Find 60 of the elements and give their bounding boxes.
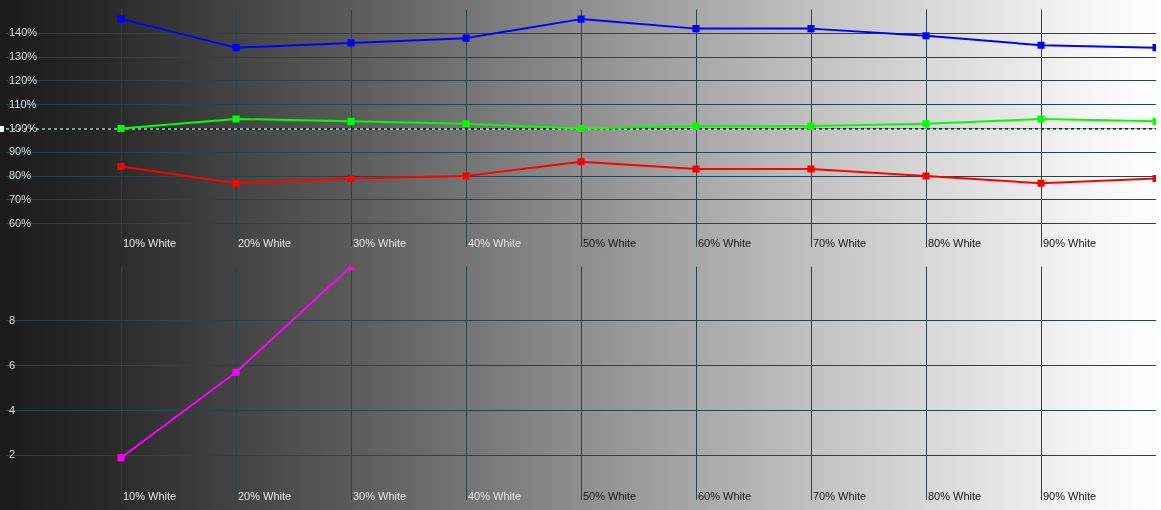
- x-tick-label: 20% White: [238, 236, 292, 249]
- point: [232, 368, 240, 376]
- x-tick-label: 60% White: [698, 489, 752, 502]
- y-tick-label: 80%: [9, 169, 32, 182]
- point: [922, 32, 930, 40]
- point: [1037, 115, 1045, 123]
- x-tick-label: 10% White: [123, 489, 177, 502]
- point: [462, 34, 470, 42]
- x-tick-label: 20% White: [238, 489, 292, 502]
- y-tick-label: 90%: [9, 145, 32, 158]
- point: [462, 120, 470, 128]
- x-tick-label: 40% White: [468, 236, 522, 249]
- point: [577, 15, 585, 23]
- point: [692, 25, 700, 33]
- point: [1037, 41, 1045, 49]
- y-tick-label: 140%: [9, 26, 38, 39]
- point: [577, 124, 585, 133]
- point: [232, 179, 240, 187]
- point: [922, 120, 930, 128]
- point: [347, 39, 355, 47]
- x-tick-label: 30% White: [353, 489, 407, 502]
- point: [232, 115, 240, 123]
- point: [807, 122, 815, 130]
- point: [347, 117, 355, 125]
- y-tick-label: 130%: [9, 50, 38, 63]
- x-tick-label: 50% White: [583, 489, 637, 502]
- point: [1037, 179, 1045, 187]
- x-tick-label: 40% White: [468, 489, 522, 502]
- point: [922, 172, 930, 180]
- y-tick-label: 4: [9, 403, 16, 416]
- y-tick-label: 110%: [9, 97, 37, 110]
- point: [462, 172, 470, 180]
- y-tick-label: 2: [9, 448, 16, 461]
- y-tick-label: 60%: [9, 216, 32, 229]
- y-tick-label: 100%: [9, 121, 38, 134]
- y-tick-label: 120%: [9, 73, 38, 86]
- y-tick-label: 70%: [9, 192, 32, 205]
- x-tick-label: 70% White: [813, 489, 867, 502]
- x-tick-label: 90% White: [1043, 236, 1097, 249]
- point: [577, 158, 585, 166]
- x-tick-label: 30% White: [353, 236, 407, 249]
- y-tick-label: 6: [9, 358, 16, 371]
- x-tick-label: 70% White: [813, 236, 867, 249]
- y-tick-label: 8: [9, 313, 16, 326]
- point: [117, 124, 125, 133]
- x-tick-label: 10% White: [123, 236, 177, 249]
- x-tick-label: 90% White: [1043, 489, 1097, 502]
- point: [692, 165, 700, 173]
- x-tick-label: 80% White: [928, 489, 982, 502]
- point: [692, 122, 700, 130]
- x-tick-label: 60% White: [698, 236, 752, 249]
- point: [232, 44, 240, 52]
- x-tick-label: 50% White: [583, 236, 637, 249]
- x-tick-label: 80% White: [928, 236, 982, 249]
- point: [117, 454, 125, 462]
- point: [347, 174, 355, 182]
- point: [117, 163, 125, 171]
- point: [117, 15, 125, 23]
- point: [807, 25, 815, 33]
- point: [807, 165, 815, 173]
